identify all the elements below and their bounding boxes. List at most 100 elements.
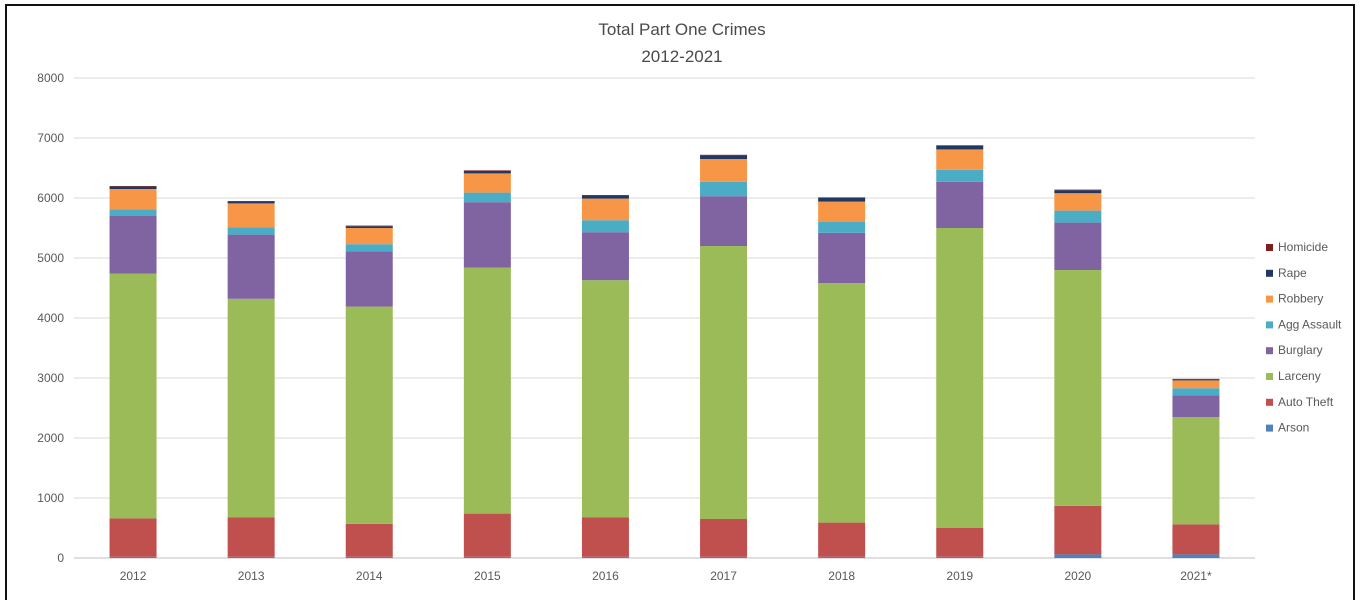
legend-swatch [1266,295,1273,303]
x-axis: 2012 2013 2014 2015 2016 2017 2018 2019 2020 2021… [120,569,1212,583]
bar-segment [818,222,866,233]
legend-swatch [1266,321,1273,329]
bar-segment [227,234,275,299]
bar-segment [1054,190,1102,194]
bar-segment [1172,524,1220,555]
y-tick-label: 2000 [37,431,64,445]
legend-label: Robbery [1278,292,1323,306]
bar-segment [1054,222,1102,270]
legend-swatch [1266,424,1273,432]
bar-segment [1054,210,1102,223]
bar-segment [581,280,629,518]
bar-segment [1172,395,1220,417]
bar-segment [818,522,866,557]
chart-subtitle: 2012-2021 [641,47,723,66]
bar-segment [936,149,984,170]
bar-segment [463,513,511,557]
bar-segment [345,556,393,558]
x-tick-label: 2021* [1180,569,1212,583]
bar-segment [109,186,157,187]
bar-segment [818,198,866,202]
bar-segment [818,197,866,198]
bar-segment [227,203,275,228]
legend-label: Burglary [1278,343,1323,357]
bar-segment [818,556,866,558]
bar-segment [581,232,629,281]
bar-segment [1172,380,1220,389]
bar-segment [1054,270,1102,506]
bar-segment [581,198,629,221]
bar-segment [936,169,984,182]
x-tick-label: 2018 [828,569,855,583]
x-tick-label: 2016 [592,569,619,583]
bar-segment [227,298,275,518]
x-tick-label: 2013 [238,569,265,583]
bars [109,145,1220,558]
bar-segment [818,201,866,222]
y-tick-label: 7000 [37,131,64,145]
legend: Homicide Rape Robbery Agg Assault Burglary La… [1266,240,1342,435]
legend-label: Rape [1278,266,1307,280]
bar-segment [109,518,157,557]
legend-swatch [1266,373,1273,380]
bar-segment [227,201,275,204]
bar-segment [1172,388,1220,396]
legend-swatch [1266,398,1273,406]
bar-segment [818,232,866,284]
bar-segment [345,225,393,227]
bar-segment [345,523,393,557]
x-tick-label: 2015 [474,569,501,583]
bar-segment [227,517,275,557]
bar-segment [463,171,511,174]
bar-segment [345,228,393,245]
chart-title: Total Part One Crimes [598,20,766,39]
bar-segment [581,220,629,233]
bar-segment [1054,554,1102,558]
bar-segment [227,556,275,558]
bar-segment [1054,189,1102,191]
x-tick-label: 2019 [946,569,973,583]
bar-segment [463,267,511,514]
bar-segment [1054,505,1102,555]
bar-segment [463,556,511,558]
bar-segment [700,155,748,159]
y-tick-label: 0 [57,551,64,565]
bar-segment [1172,554,1220,558]
y-axis: 0 1000 2000 3000 4000 5000 6000 7000 8000 [37,71,64,565]
bar-segment [581,517,629,557]
legend-label: Larceny [1278,369,1321,383]
bar-segment [227,201,275,202]
bar-segment [109,186,157,189]
y-tick-label: 5000 [37,251,64,265]
bar-segment [109,273,157,519]
bar-segment [345,306,393,524]
legend-swatch [1266,269,1273,277]
bar-segment [936,145,984,150]
x-tick-label: 2014 [356,569,383,583]
x-tick-label: 2012 [120,569,147,583]
bar-segment [581,195,629,196]
bar-segment [345,251,393,307]
bar-segment [936,228,984,528]
bar-segment [700,181,748,197]
bar-segment [345,226,393,228]
bar-segment [109,216,157,274]
y-tick-label: 3000 [37,371,64,385]
bar-segment [463,192,511,203]
bar-segment [463,170,511,171]
bar-segment [1172,417,1220,525]
legend-label: Auto Theft [1278,395,1334,409]
bar-segment [581,195,629,199]
bar-segment [463,173,511,193]
bar-segment [700,196,748,246]
legend-label: Arson [1278,421,1309,435]
bar-segment [109,556,157,558]
bar-segment [1054,193,1102,211]
bar-segment [700,519,748,557]
legend-label: Agg Assault [1278,317,1342,331]
x-tick-label: 2020 [1064,569,1091,583]
y-tick-label: 6000 [37,191,64,205]
bar-segment [700,556,748,558]
bar-segment [700,159,748,182]
